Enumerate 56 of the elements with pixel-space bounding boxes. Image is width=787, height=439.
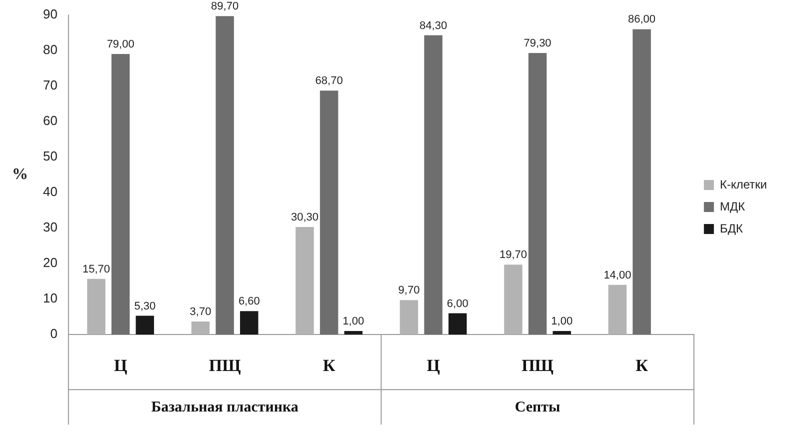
data-label: 30,30 — [290, 212, 319, 224]
bar — [504, 264, 522, 335]
bar — [632, 29, 651, 335]
bar — [87, 278, 106, 335]
data-label: 1,00 — [342, 316, 364, 328]
data-label: 68,70 — [315, 75, 343, 88]
bar — [240, 311, 258, 335]
data-label: 3,70 — [190, 306, 212, 318]
bar — [216, 16, 234, 335]
data-label: 5,30 — [134, 300, 156, 312]
data-label: 14,00 — [604, 269, 632, 282]
data-label: 86,00 — [628, 14, 656, 26]
bar — [191, 321, 210, 335]
data-label: 89,70 — [211, 0, 239, 13]
data-label: 79,00 — [106, 38, 134, 51]
bar — [320, 90, 338, 335]
y-tick-label: 70 — [42, 78, 58, 93]
text: Септы — [514, 399, 561, 416]
data-label: 6,60 — [238, 296, 260, 308]
legend-label: БДК — [720, 221, 743, 236]
y-axis-title: % — [12, 166, 28, 183]
data-label: 15,70 — [82, 263, 110, 276]
bar — [136, 316, 154, 335]
data-label: 84,30 — [420, 20, 448, 32]
bar — [296, 227, 314, 335]
bar — [424, 35, 442, 335]
bar — [608, 284, 627, 335]
bar — [400, 300, 418, 335]
x-tick-label: Ц — [426, 356, 440, 376]
data-label: 6,00 — [446, 298, 468, 310]
bar — [111, 54, 130, 335]
y-tick-label: 10 — [42, 290, 58, 306]
x-tick-label: К — [636, 356, 649, 376]
text: Базальная пластинка — [151, 399, 299, 416]
x-tick-label: Ц — [114, 356, 128, 376]
bar — [528, 52, 547, 335]
x-tick-label: ПЩ — [208, 356, 242, 376]
y-tick-label: 50 — [42, 148, 58, 164]
y-tick-label: 20 — [42, 255, 58, 270]
y-tick-label: 40 — [42, 184, 58, 200]
bar — [344, 331, 363, 335]
y-tick-label: 80 — [42, 42, 58, 58]
y-tick-label: 60 — [42, 113, 58, 128]
y-tick-label: 90 — [42, 6, 58, 22]
bar — [448, 313, 467, 335]
y-tick-label: 30 — [42, 220, 58, 235]
x-tick-label: К — [322, 356, 336, 376]
data-label: 1,00 — [551, 316, 573, 328]
x-tick-label: ПЩ — [522, 356, 554, 376]
y-tick-label: 0 — [50, 326, 58, 342]
data-label: 79,30 — [524, 38, 552, 50]
data-label: 19,70 — [499, 249, 527, 262]
legend-label: К-клетки — [720, 177, 768, 192]
legend-label: МДК — [720, 199, 746, 214]
data-label: 9,70 — [398, 284, 420, 297]
bar — [552, 331, 571, 335]
